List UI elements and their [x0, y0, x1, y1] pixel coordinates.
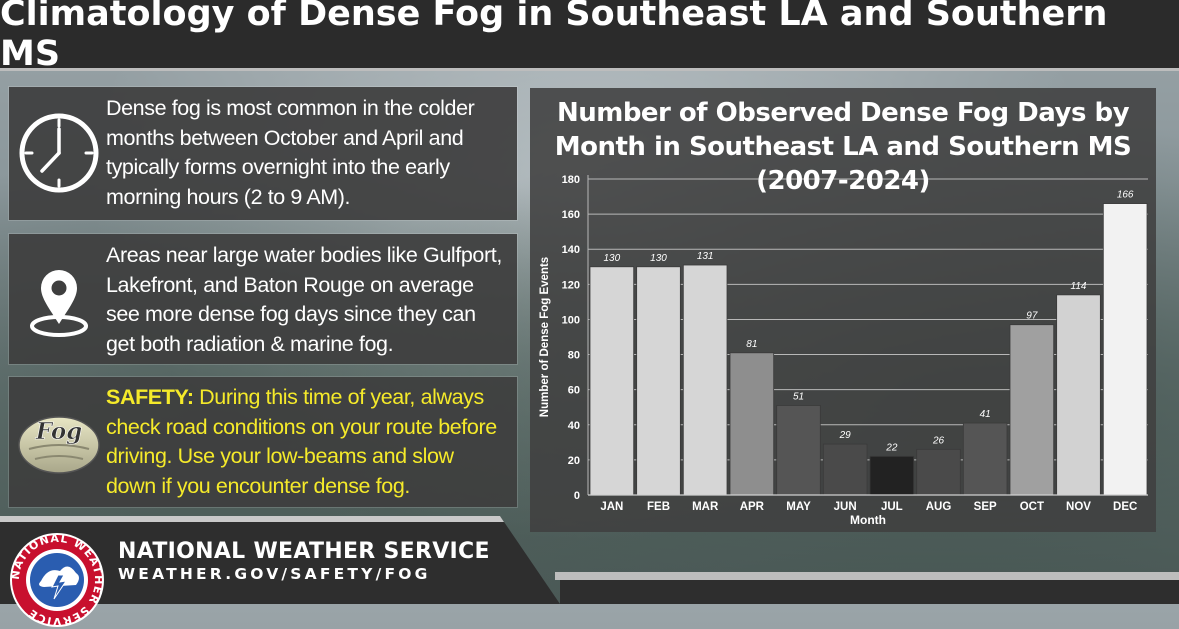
location-pin-icon	[30, 270, 88, 337]
y-tick-label: 160	[562, 209, 580, 221]
chart-title: Number of Observed Dense Fog Days by Mon…	[554, 98, 1132, 196]
x-tick-label: DEC	[1113, 501, 1137, 513]
bar	[916, 448, 961, 496]
bar	[1056, 294, 1101, 496]
x-tick-label: JAN	[600, 501, 623, 513]
y-tick-label: 80	[568, 350, 580, 362]
title-bar: Climatology of Dense Fog in Southeast LA…	[0, 0, 1179, 74]
panel-text: SAFETY: During this time of year, always…	[106, 383, 509, 501]
bar-value-label: 166	[1117, 190, 1134, 201]
bar-value-label: 130	[650, 253, 667, 264]
bar-value-label: 130	[603, 253, 620, 264]
clock-icon	[19, 113, 99, 193]
panel-text: Areas near large water bodies like Gulfp…	[106, 243, 502, 356]
x-tick-label: AUG	[926, 501, 952, 513]
bar-chart: 0 20 40 60 80 100 120 140 160 180 130 JAN 130 FEB 131 M…	[539, 174, 1148, 527]
nws-logo-icon: NATIONAL WEATHER SERVICE	[9, 532, 104, 628]
panel-text: Dense fog is most common in the colder m…	[106, 96, 475, 209]
y-tick-label: 180	[562, 174, 580, 186]
y-tick-label: 20	[568, 455, 580, 467]
y-tick-label: 140	[562, 244, 580, 256]
fog-icon-label: Fog	[35, 418, 83, 445]
x-tick-label: JUN	[834, 501, 857, 513]
info-panel-locations: Areas near large water bodies like Gulfp…	[9, 234, 517, 364]
footer-divider	[0, 516, 504, 522]
fog-icon: Fog	[18, 416, 100, 474]
bar	[822, 443, 868, 496]
x-tick-label: MAR	[692, 501, 719, 513]
bar-value-label: 29	[839, 430, 852, 441]
x-tick-label: OCT	[1020, 501, 1044, 513]
page-title: Climatology of Dense Fog in Southeast LA…	[0, 0, 1108, 74]
bar-value-label: 26	[932, 435, 945, 446]
bar-value-label: 22	[885, 442, 898, 453]
x-tick-label: NOV	[1066, 501, 1091, 513]
bar	[962, 422, 1008, 496]
bar	[729, 352, 775, 496]
x-tick-label: APR	[740, 501, 765, 513]
x-tick-label: FEB	[647, 501, 670, 513]
chart-panel: 0 20 40 60 80 100 120 140 160 180 130 JAN 130 FEB 131 M…	[530, 88, 1156, 532]
y-tick-label: 100	[562, 314, 580, 326]
bar	[776, 405, 821, 496]
x-tick-label: JUL	[881, 501, 903, 513]
bar	[636, 266, 681, 496]
y-tick-label: 60	[568, 385, 580, 397]
bar-value-label: 114	[1071, 281, 1087, 292]
bar-value-label: 81	[746, 339, 757, 350]
safety-label: SAFETY:	[106, 385, 194, 409]
bar	[1009, 324, 1055, 496]
x-axis-label: Month	[850, 513, 886, 527]
info-panel-safety: Fog SAFETY: During this time of year, al…	[9, 377, 517, 507]
bar	[1102, 203, 1148, 496]
safety-text: During this time of year, always check r…	[106, 385, 497, 498]
footer-band-right	[560, 580, 1179, 604]
y-axis-label: Number of Dense Fog Events	[539, 257, 551, 417]
bar-value-label: 51	[793, 391, 804, 402]
y-tick-label: 120	[562, 279, 580, 291]
x-tick-label: MAY	[786, 501, 811, 513]
y-tick-label: 0	[574, 490, 580, 502]
bar-value-label: 97	[1026, 311, 1038, 322]
footer-stripe	[555, 572, 1179, 580]
bar	[682, 264, 728, 496]
y-tick-label: 40	[568, 420, 580, 432]
info-panel-timing: Dense fog is most common in the colder m…	[9, 87, 517, 220]
agency-name: NATIONAL WEATHER SERVICE	[118, 539, 490, 564]
x-tick-label: SEP	[974, 501, 997, 513]
bar-value-label: 131	[697, 251, 714, 262]
agency-url[interactable]: WEATHER.GOV/SAFETY/FOG	[118, 565, 431, 583]
bar	[869, 455, 915, 496]
bar-value-label: 41	[980, 409, 991, 420]
bar	[589, 266, 635, 496]
